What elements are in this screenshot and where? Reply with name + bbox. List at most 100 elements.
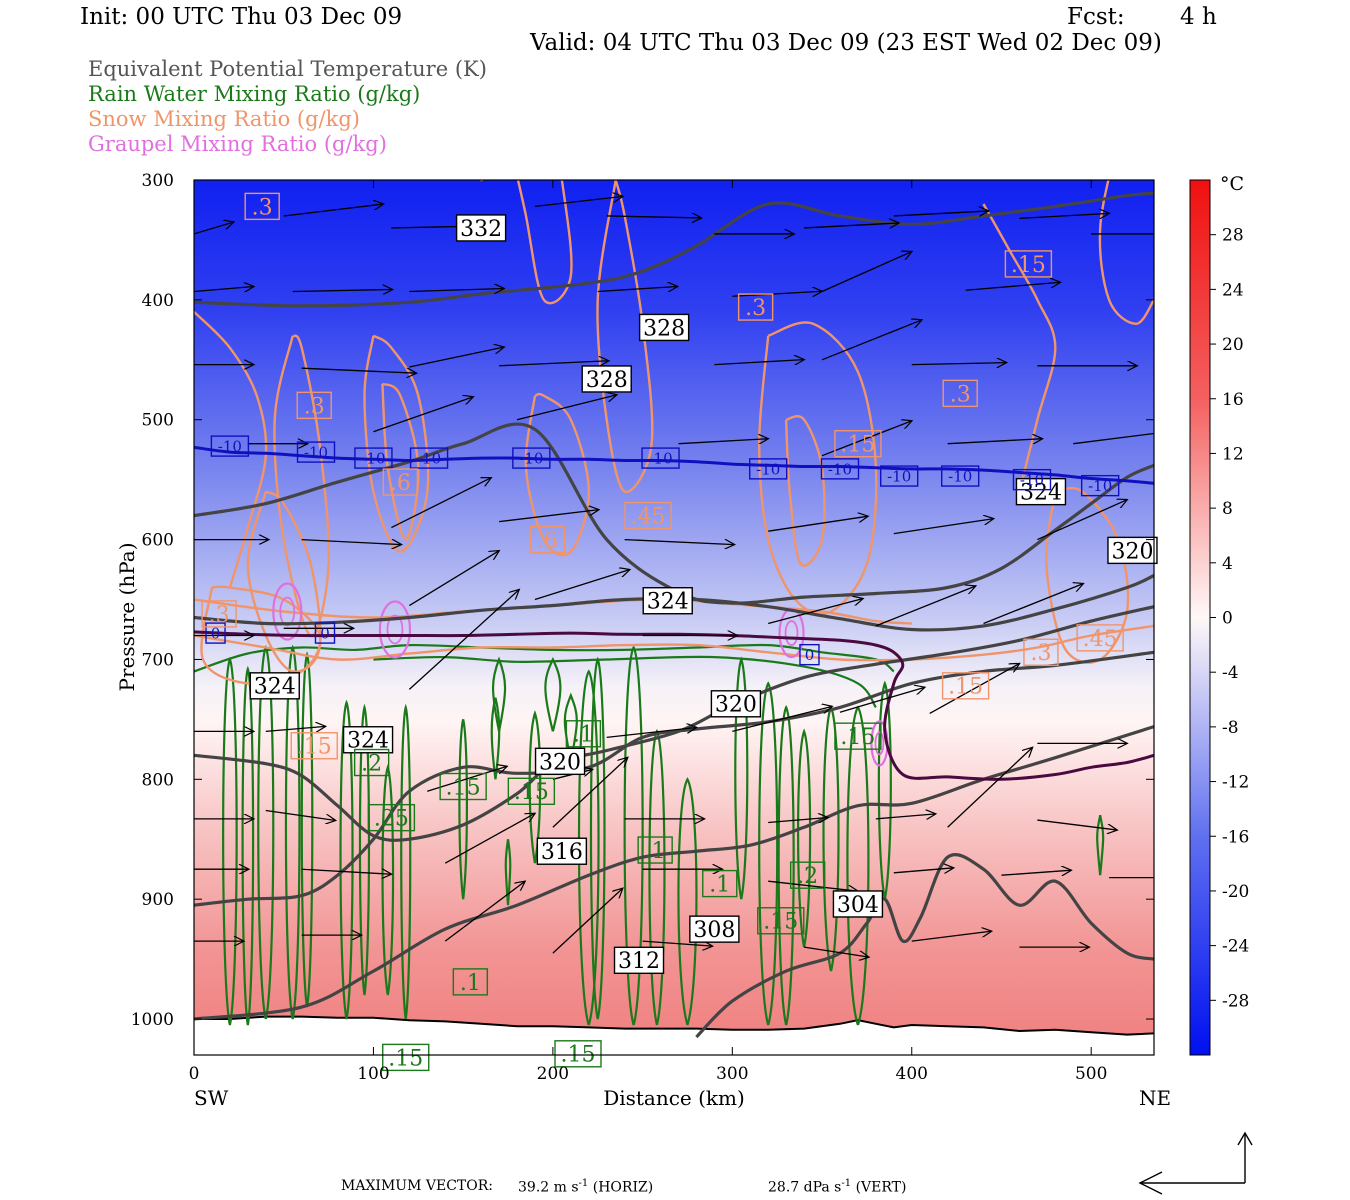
- snow-contour: [363, 334, 430, 553]
- wind-vector: [911, 931, 992, 942]
- snow-contour: [1098, 180, 1154, 326]
- snow-contour-label: .3: [201, 600, 237, 628]
- snow-contour-label: .3: [1023, 638, 1059, 666]
- theta_e-contour-label: 324: [1015, 477, 1067, 506]
- rain-contour: [358, 703, 371, 996]
- wind-vector: [444, 881, 525, 942]
- temp-contour-label: 0: [205, 622, 226, 644]
- rain-contour: [797, 728, 812, 948]
- snow-label-text: .3: [950, 382, 971, 407]
- wind-vector: [408, 589, 519, 690]
- wind-vector: [498, 510, 599, 523]
- wind-vector: [1019, 213, 1109, 218]
- y-tick-label: 700: [142, 650, 174, 670]
- rain-contour: [492, 656, 507, 732]
- wind-vector: [292, 289, 393, 291]
- wind-vector: [929, 663, 1020, 714]
- snow-contour-label: .45: [1076, 624, 1124, 652]
- init-time: Init: 00 UTC Thu 03 Dec 09: [80, 4, 403, 30]
- theta_e-contour-label: 332: [455, 214, 507, 242]
- rain-contour-label: .1: [452, 968, 489, 996]
- rain-label-text: .15: [446, 775, 481, 800]
- wind-vector: [803, 946, 869, 957]
- theta_e-label-text: 332: [460, 217, 502, 242]
- wind-vector: [804, 223, 899, 229]
- graupel-contour-inner: [279, 596, 296, 627]
- colorbar-tick-label: -4: [1222, 663, 1239, 683]
- temp-label-box: [296, 441, 336, 463]
- y-axis: 300 400 500 600 700 800 900 1000: [131, 171, 1154, 1030]
- plot-area: 3323283283243243243243203203203163123083…: [193, 179, 1158, 1071]
- colorbar-tick-label: -8: [1222, 718, 1239, 738]
- wind-vector: [301, 367, 417, 373]
- snow-contour-band: [194, 624, 1154, 662]
- horizontal-reference-arrowhead: [1138, 1171, 1163, 1195]
- rain-label-text: .1: [573, 723, 594, 748]
- snow-label-text: .6: [390, 471, 411, 496]
- snow-contour-label: .3: [942, 379, 978, 407]
- snow-label-text: .6: [537, 529, 558, 554]
- graupel-contour: [378, 600, 412, 659]
- rain-label-box: [757, 907, 805, 935]
- theta_e-label-text: 328: [586, 368, 628, 393]
- wind-vector: [1037, 819, 1117, 830]
- rain-label-box: [789, 861, 826, 889]
- snow-contour-label: .3: [244, 192, 280, 221]
- wind-vector: [732, 291, 822, 296]
- rain-contour-label: .15: [439, 772, 487, 800]
- rain-contour-label: .15: [757, 907, 805, 935]
- horizontal-unit: (HORIZ): [592, 1179, 654, 1196]
- theta_e-label-box: [642, 587, 693, 615]
- legend-snow: Snow Mixing Ratio (g/kg): [88, 107, 360, 131]
- rain-contour: [1096, 815, 1105, 876]
- theta_e-label-box: [1107, 536, 1158, 565]
- wind-vector: [373, 397, 473, 433]
- temp-label-box: [354, 447, 393, 469]
- temp-contour-label: 0: [314, 622, 336, 644]
- forecast-hour: 4 h: [1180, 4, 1217, 30]
- wind-vector: [597, 286, 678, 291]
- valid-time: Valid: 04 UTC Thu 03 Dec 09 (23 EST Wed …: [530, 30, 1162, 56]
- rain-contour-top: [373, 655, 877, 709]
- y-tick-label: 1000: [131, 1010, 174, 1030]
- theta_e-contour-label: 320: [1107, 536, 1158, 565]
- temp-contour-label: -10: [512, 447, 551, 469]
- wind-vector: [732, 706, 832, 733]
- temp-contour-label: -10: [820, 458, 860, 480]
- x-tick-label: 200: [537, 1064, 569, 1084]
- snow-label-text: .45: [630, 505, 665, 530]
- y-tick-label: 500: [142, 411, 174, 431]
- snow-label-box: [529, 525, 566, 554]
- temp-contour-label: -10: [354, 447, 393, 469]
- wind-vector: [534, 570, 630, 601]
- rain-contour: [504, 839, 512, 906]
- temp-contour-label: -10: [749, 458, 788, 480]
- x-end-left: SW: [194, 1086, 229, 1110]
- horizontal-value: 39.2 m s: [518, 1179, 579, 1196]
- rain-contour: [490, 697, 501, 780]
- x-axis: 0 100 200 300 400 500: [189, 180, 1107, 1084]
- temp-label-box: [641, 447, 680, 469]
- theta_e-contour-label: 320: [534, 747, 586, 775]
- theta_e-label-box: [249, 672, 300, 700]
- rain-label-text: .2: [797, 864, 818, 889]
- temp-label-text: -10: [1020, 471, 1044, 489]
- snow-label-box: [244, 192, 280, 221]
- wind-vector: [444, 813, 535, 864]
- temp-label-box: [512, 447, 551, 469]
- wind-vector: [408, 551, 499, 607]
- wind-vector: [606, 216, 702, 218]
- wind-vector: [194, 286, 254, 291]
- temp-label-text: -10: [218, 437, 242, 455]
- temp-label-text: 0: [320, 624, 330, 642]
- snow-contour: [982, 203, 1057, 492]
- y-tick-label: 800: [142, 770, 174, 790]
- theta_e-label-box: [455, 214, 507, 242]
- y-tick-label: 300: [142, 171, 174, 191]
- snow-contour: [1044, 486, 1130, 664]
- rain-contour: [544, 656, 562, 732]
- theta_e-label-box: [689, 915, 740, 943]
- max-vector-vertical: 28.7 dPa s-1 (VERT): [768, 1178, 906, 1196]
- theta_e-contour-label: 304: [832, 890, 884, 918]
- temp-label-text: -10: [756, 460, 780, 478]
